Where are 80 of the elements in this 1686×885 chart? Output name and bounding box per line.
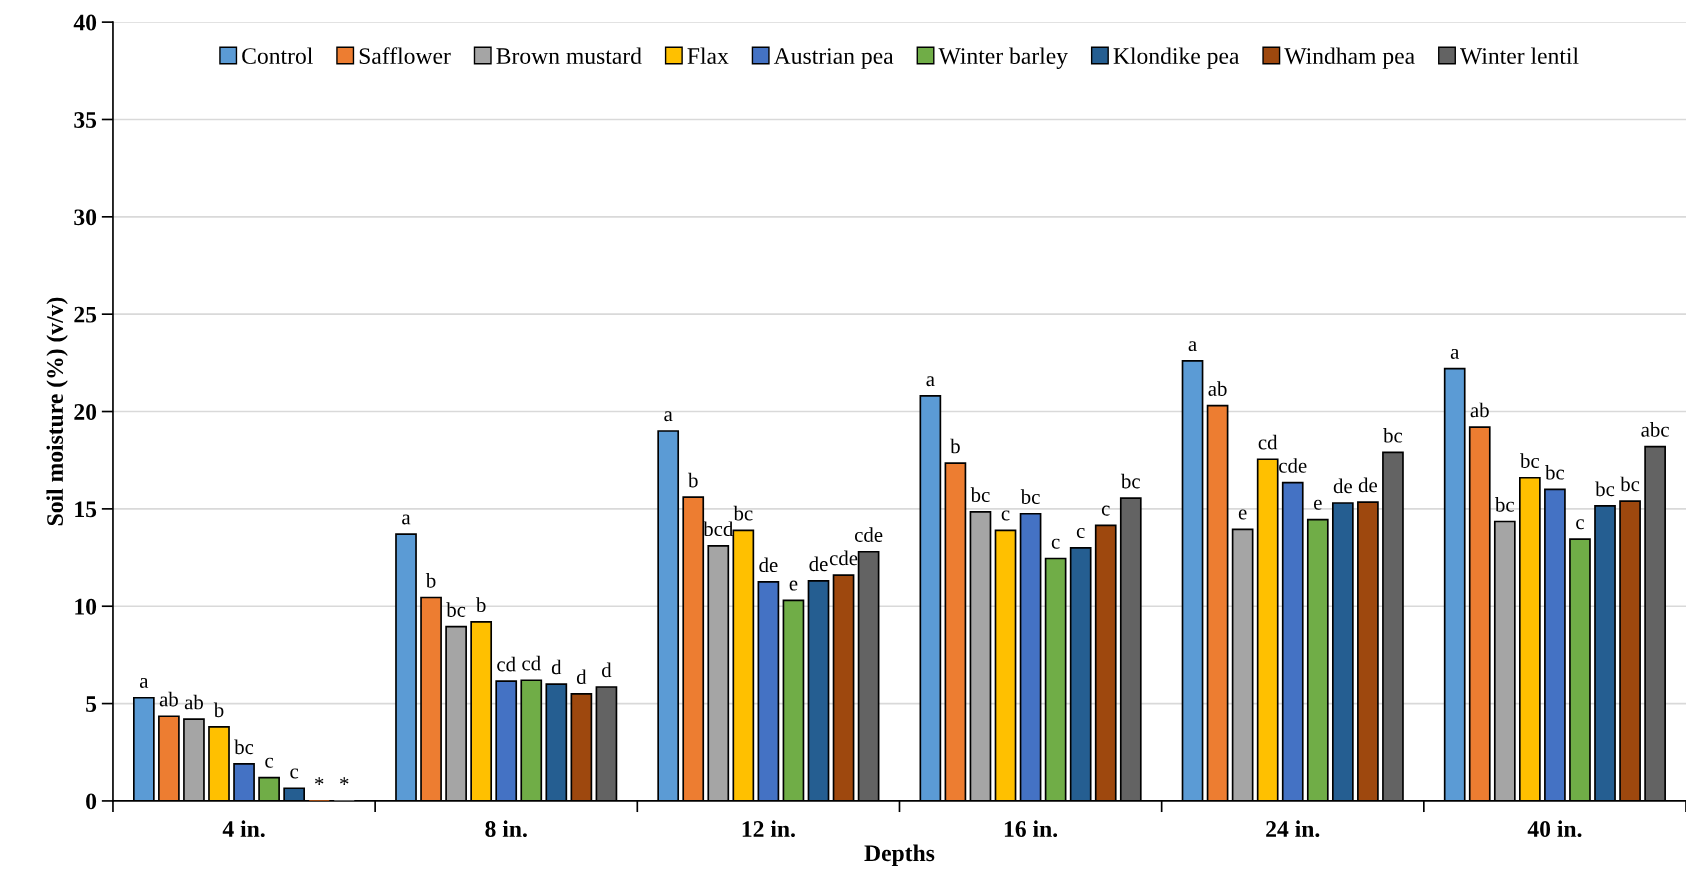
data-label: cde: [854, 527, 883, 542]
data-label: d: [576, 669, 587, 685]
x-tick-label: 40 in.: [1527, 820, 1582, 838]
y-tick-label: 40: [73, 14, 97, 31]
data-label: a: [1450, 348, 1460, 359]
data-label: a: [402, 514, 411, 525]
data-label: c: [1101, 505, 1110, 516]
x-tick-label: 4 in.: [222, 820, 265, 838]
data-label: c: [1576, 519, 1584, 530]
data-label: c: [290, 768, 299, 779]
y-tick-label: 20: [74, 404, 97, 420]
data-label: *: [315, 777, 324, 785]
data-label: bc: [234, 739, 254, 755]
data-label: bc: [1595, 481, 1615, 497]
x-tick-label: 12 in.: [742, 820, 795, 838]
data-label: *: [340, 777, 349, 785]
data-label: c: [1076, 528, 1085, 539]
data-label: bc: [1494, 497, 1514, 512]
y-tick-label: 15: [75, 501, 97, 518]
data-label: ab: [184, 694, 203, 710]
legend-label: Austrian pea: [773, 48, 894, 69]
data-label: d: [551, 659, 562, 675]
data-label: c: [1001, 510, 1010, 521]
x-tick-label: 8 in.: [485, 820, 527, 838]
y-tick-label: 0: [86, 793, 97, 810]
data-label: a: [1188, 341, 1197, 352]
data-label: de: [809, 556, 828, 572]
legend-label: Flax: [687, 47, 729, 65]
data-label: bc: [1545, 464, 1565, 480]
data-label: ab: [1208, 381, 1227, 396]
data-label: ab: [159, 691, 178, 707]
data-label: d: [601, 662, 612, 678]
data-label: a: [664, 411, 673, 422]
data-label: de: [759, 557, 778, 573]
data-label: a: [926, 376, 935, 387]
data-label: cde: [829, 550, 858, 566]
data-label: e: [789, 580, 798, 591]
data-label: cd: [497, 656, 516, 672]
legend-label: Control: [242, 47, 313, 65]
data-label: b: [213, 702, 224, 718]
y-tick-label: 35: [74, 112, 97, 128]
data-label: b: [475, 597, 486, 613]
data-label: bc: [970, 487, 990, 503]
data-label: a: [139, 677, 149, 688]
data-label: bc: [1620, 476, 1640, 492]
data-label: bc: [1383, 427, 1403, 443]
x-axis-title: Depths: [864, 844, 935, 866]
data-label: c: [265, 757, 274, 768]
data-label: ab: [1470, 402, 1489, 418]
data-label: b: [688, 472, 698, 488]
y-tick-label: 10: [75, 598, 97, 615]
legend-label: Windham pea: [1284, 47, 1415, 69]
data-label: b: [425, 573, 436, 588]
y-axis-title: Soil moisture (%) (v/v): [46, 297, 68, 526]
data-label: e: [1313, 499, 1322, 510]
data-label: cd: [522, 655, 541, 671]
y-tick-label: 5: [86, 696, 97, 712]
legend-label: Brown mustard: [496, 47, 642, 65]
legend-label: Winter barley: [938, 47, 1068, 69]
y-tick-label: 30: [74, 209, 97, 226]
data-label: bc: [1120, 473, 1140, 489]
data-label: c: [1051, 538, 1060, 549]
data-label: bc: [1020, 489, 1040, 504]
data-label: cd: [1258, 434, 1278, 450]
data-label: bc: [446, 602, 466, 617]
y-tick-label: 25: [74, 306, 97, 323]
legend-label: Safflower: [359, 47, 451, 65]
data-label: bcd: [703, 521, 734, 537]
data-label: abc: [1641, 422, 1669, 437]
data-label: b: [950, 438, 960, 454]
data-label: e: [1238, 509, 1247, 520]
data-label: bc: [1520, 453, 1540, 468]
data-label: bc: [733, 505, 753, 521]
legend-label: Winter lentil: [1460, 47, 1579, 65]
data-label: de: [1358, 477, 1378, 493]
data-label: cde: [1279, 458, 1307, 473]
data-label: de: [1333, 478, 1352, 494]
x-tick-label: 16 in.: [1004, 820, 1058, 838]
legend-label: Klondike pea: [1113, 47, 1240, 69]
x-tick-label: 24 in.: [1266, 820, 1320, 838]
